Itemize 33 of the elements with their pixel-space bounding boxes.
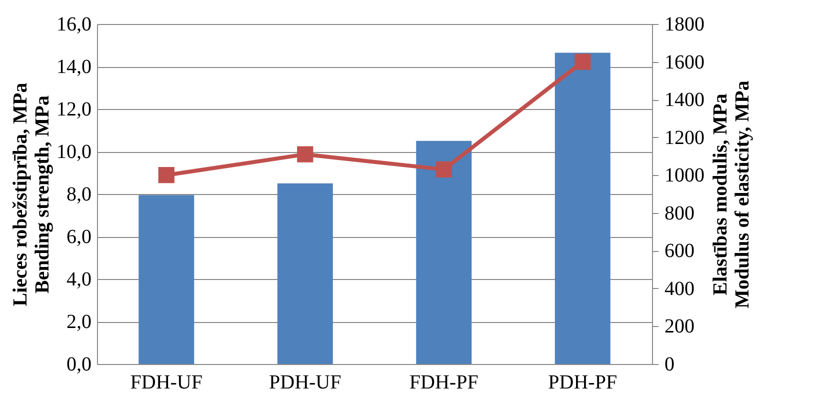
x-tick-label: PDH-UF — [269, 372, 342, 394]
bar — [416, 140, 472, 364]
y2-tick-label: 1800 — [664, 14, 704, 36]
y-tick-label: 2,0 — [66, 311, 92, 333]
y2-tick-label: 1400 — [664, 89, 704, 112]
y2-axis-title: Elastības modulis, MPa Modulus of elasticity, MPa — [710, 80, 754, 308]
y2-tick-label: 0 — [664, 354, 674, 376]
y2-tick-label: 200 — [664, 316, 694, 338]
point — [158, 167, 174, 184]
bar — [554, 52, 610, 364]
y-tick-label: 16,0 — [56, 14, 92, 36]
y-tick-label: 10,0 — [56, 141, 92, 163]
bar — [138, 195, 194, 364]
x-tick-label: FDH-UF — [130, 372, 202, 394]
point — [297, 146, 314, 162]
y-tick-label: 6,0 — [66, 226, 92, 248]
y2-tick-label: 1200 — [664, 126, 704, 149]
y2-tick-label: 1600 — [664, 51, 704, 74]
y-axis-title: Lieces robežstiprība, MPa Bending strength, MPa — [10, 82, 54, 306]
y-tick-label: 0,0 — [66, 354, 92, 376]
y-tick-label: 4,0 — [66, 268, 92, 290]
y-tick-label: 8,0 — [66, 184, 92, 206]
x-tick-label: PDH-PF — [548, 372, 618, 394]
bar — [277, 183, 333, 364]
y-tick-label: 12,0 — [56, 98, 92, 120]
y2-tick-label: 800 — [664, 202, 694, 224]
y2-tick-label: 400 — [664, 278, 694, 300]
x-tick-label: FDH-PF — [409, 372, 478, 394]
point — [436, 161, 452, 178]
point — [574, 54, 591, 70]
y2-tick-label: 1000 — [664, 164, 704, 187]
y-tick-label: 14,0 — [56, 56, 92, 78]
y2-tick-label: 600 — [664, 240, 694, 262]
